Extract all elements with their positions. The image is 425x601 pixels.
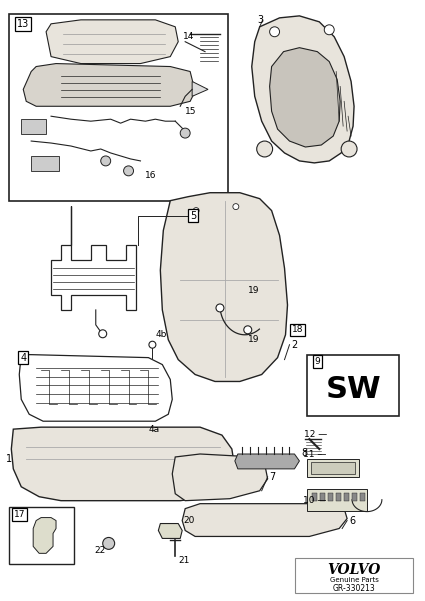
Circle shape bbox=[180, 128, 190, 138]
Text: 7: 7 bbox=[269, 472, 276, 482]
Text: 14: 14 bbox=[183, 32, 195, 41]
Polygon shape bbox=[252, 16, 354, 163]
Circle shape bbox=[103, 537, 115, 549]
Polygon shape bbox=[31, 156, 59, 171]
Text: 15: 15 bbox=[185, 107, 197, 116]
Text: 8: 8 bbox=[301, 448, 308, 458]
Text: 10 —: 10 — bbox=[303, 496, 327, 505]
Circle shape bbox=[244, 326, 252, 334]
Polygon shape bbox=[172, 454, 268, 501]
Text: 9: 9 bbox=[314, 357, 320, 366]
Bar bbox=[352, 493, 357, 501]
Text: 11 —: 11 — bbox=[303, 451, 327, 460]
Text: Genuine Parts: Genuine Parts bbox=[330, 577, 379, 583]
Polygon shape bbox=[192, 82, 208, 96]
Polygon shape bbox=[235, 454, 300, 469]
Text: 2: 2 bbox=[292, 340, 298, 350]
Circle shape bbox=[257, 141, 272, 157]
Text: 1: 1 bbox=[6, 454, 12, 464]
Text: 4a: 4a bbox=[148, 425, 159, 434]
Text: 18: 18 bbox=[292, 325, 303, 334]
Bar bbox=[360, 493, 365, 501]
Circle shape bbox=[124, 166, 133, 176]
Circle shape bbox=[99, 330, 107, 338]
Circle shape bbox=[324, 25, 334, 35]
Circle shape bbox=[193, 207, 199, 213]
Text: 17: 17 bbox=[14, 510, 25, 519]
Circle shape bbox=[149, 341, 156, 348]
Text: 16: 16 bbox=[145, 171, 157, 180]
Polygon shape bbox=[33, 517, 56, 554]
Bar bbox=[312, 493, 317, 501]
Bar bbox=[9, 14, 228, 201]
Text: SW: SW bbox=[325, 375, 381, 404]
Circle shape bbox=[216, 304, 224, 312]
Polygon shape bbox=[21, 119, 46, 134]
Bar bbox=[320, 493, 325, 501]
Text: 3: 3 bbox=[258, 15, 264, 25]
Polygon shape bbox=[307, 489, 367, 511]
Bar bbox=[9, 507, 74, 564]
Circle shape bbox=[233, 204, 239, 210]
Text: 4b: 4b bbox=[156, 331, 167, 340]
Polygon shape bbox=[23, 64, 195, 106]
Polygon shape bbox=[46, 20, 178, 64]
Text: 5: 5 bbox=[190, 210, 196, 221]
Text: 21: 21 bbox=[178, 556, 190, 565]
Polygon shape bbox=[182, 504, 347, 537]
Text: VOLVO: VOLVO bbox=[327, 563, 381, 577]
Text: 19: 19 bbox=[248, 335, 259, 344]
Bar bbox=[328, 493, 333, 501]
Text: 4: 4 bbox=[20, 353, 26, 362]
Text: 13: 13 bbox=[17, 19, 29, 29]
Polygon shape bbox=[160, 193, 287, 382]
Polygon shape bbox=[159, 523, 182, 538]
Bar bbox=[307, 355, 399, 416]
Circle shape bbox=[269, 27, 280, 37]
Text: GR-330213: GR-330213 bbox=[333, 584, 375, 593]
Text: 22: 22 bbox=[95, 546, 106, 555]
Text: 12 —: 12 — bbox=[304, 430, 328, 439]
Polygon shape bbox=[307, 459, 359, 477]
Text: 19: 19 bbox=[248, 285, 259, 294]
Polygon shape bbox=[11, 427, 235, 501]
Bar bbox=[344, 493, 349, 501]
Polygon shape bbox=[269, 47, 340, 147]
Bar bbox=[336, 493, 341, 501]
Polygon shape bbox=[312, 462, 355, 474]
Bar bbox=[295, 558, 413, 593]
Circle shape bbox=[341, 141, 357, 157]
Text: 6: 6 bbox=[349, 516, 355, 525]
Text: 20: 20 bbox=[183, 516, 195, 525]
Circle shape bbox=[101, 156, 110, 166]
